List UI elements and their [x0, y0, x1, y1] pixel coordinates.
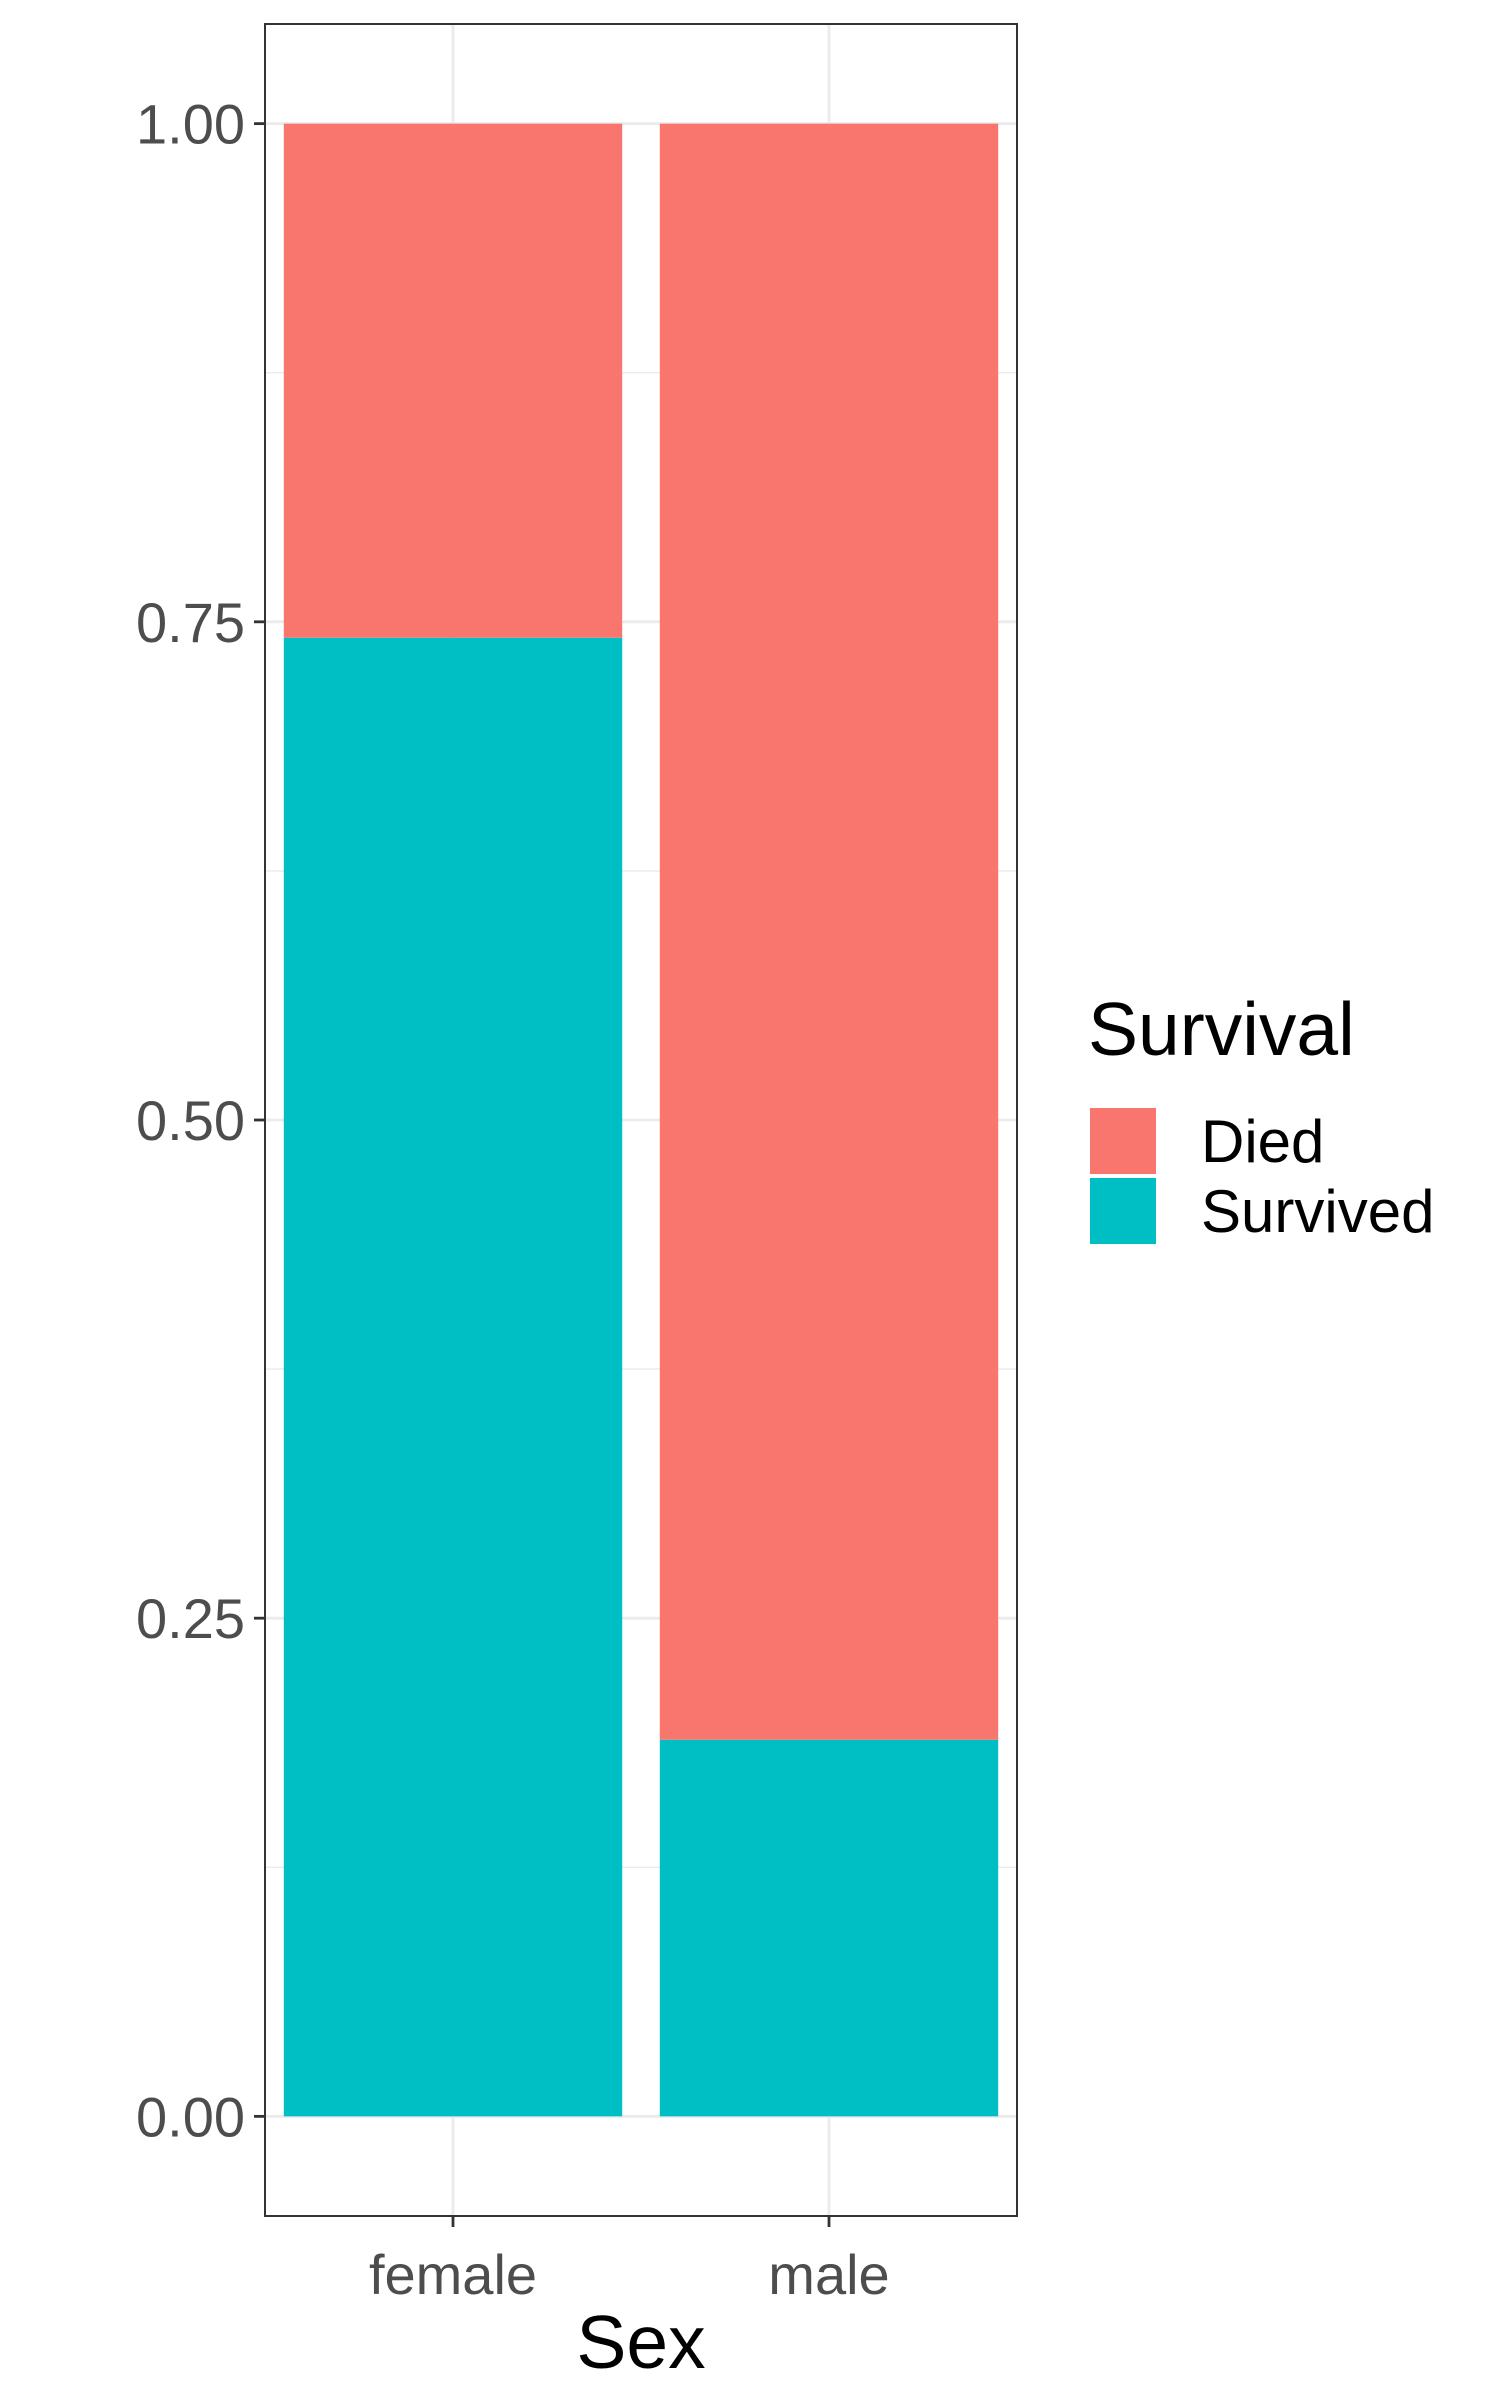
x-tick-label: female — [369, 2243, 537, 2306]
y-axis: 0.00 0.25 0.50 0.75 1.00 — [136, 93, 265, 2148]
y-tick-label: 0.75 — [136, 591, 245, 654]
bar-female-died — [283, 123, 623, 638]
legend-label-died: Died — [1201, 1108, 1324, 1175]
bars — [283, 123, 999, 2117]
y-tick-label: 0.50 — [136, 1089, 245, 1152]
legend-key-survived — [1090, 1178, 1156, 1244]
x-axis-title: Sex — [576, 2300, 705, 2384]
y-tick-label: 1.00 — [136, 93, 245, 156]
legend-key-died — [1090, 1108, 1156, 1174]
bar-female-survived — [283, 637, 623, 2117]
y-tick-label: 0.25 — [136, 1587, 245, 1650]
bar-male-died — [659, 123, 999, 1740]
x-axis: female male — [369, 2216, 890, 2306]
legend-title: Survival — [1088, 987, 1355, 1071]
legend-label-survived: Survived — [1201, 1178, 1434, 1245]
bar-male-survived — [659, 1739, 999, 2117]
y-tick-label: 0.00 — [136, 2085, 245, 2148]
x-tick-label: male — [768, 2243, 889, 2306]
